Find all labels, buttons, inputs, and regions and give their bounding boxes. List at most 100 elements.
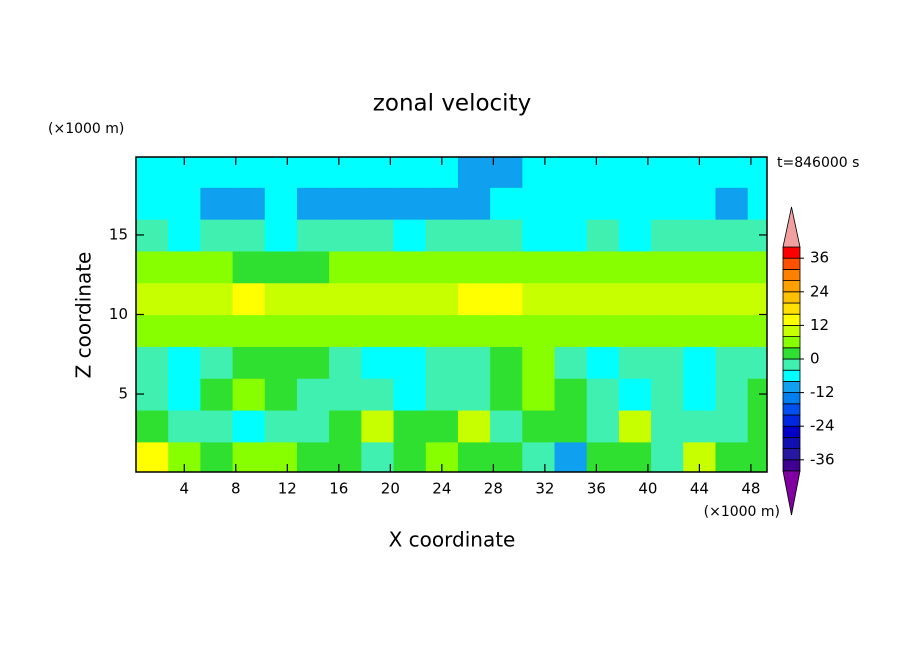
field-cell bbox=[393, 378, 427, 411]
field-cell bbox=[361, 441, 395, 472]
field-cell bbox=[361, 157, 395, 188]
field-cell bbox=[329, 346, 362, 379]
y-tick-label: 5 bbox=[118, 385, 128, 403]
field-cell bbox=[329, 441, 362, 472]
field-cell bbox=[200, 250, 234, 284]
field-cell bbox=[651, 282, 684, 316]
field-cell bbox=[200, 378, 234, 411]
field-cell bbox=[361, 219, 395, 252]
field-cell bbox=[651, 250, 684, 284]
field-cell bbox=[425, 409, 459, 443]
field-cell bbox=[232, 378, 266, 411]
field-cell bbox=[393, 250, 427, 284]
field-cell bbox=[457, 378, 491, 411]
x-unit-label: (×1000 m) bbox=[704, 504, 780, 520]
chart-title: zonal velocity bbox=[373, 91, 531, 117]
field-cell bbox=[747, 346, 767, 379]
field-cell bbox=[232, 187, 266, 220]
field-cell bbox=[554, 441, 588, 472]
field-cell bbox=[490, 250, 523, 284]
x-tick-label: 24 bbox=[432, 480, 451, 498]
field-cell bbox=[264, 346, 298, 379]
field-cell bbox=[554, 282, 588, 316]
field-cell bbox=[168, 187, 201, 220]
field-cell bbox=[490, 187, 523, 220]
field-cell bbox=[361, 409, 395, 443]
colorbar-tick-label: 12 bbox=[810, 316, 829, 334]
field-cell bbox=[651, 219, 684, 252]
field-cell bbox=[200, 157, 234, 188]
field-cell bbox=[457, 282, 491, 316]
field-cell bbox=[296, 314, 330, 347]
field-cell bbox=[586, 314, 620, 347]
field-cell bbox=[232, 346, 266, 379]
field-cell bbox=[618, 157, 652, 188]
field-cell bbox=[393, 187, 427, 220]
field-cell bbox=[457, 187, 491, 220]
colorbar-segment bbox=[782, 358, 801, 371]
field-cell bbox=[200, 314, 234, 347]
field-cell bbox=[683, 219, 717, 252]
field-cell bbox=[329, 314, 362, 347]
field-cell bbox=[715, 250, 749, 284]
field bbox=[136, 157, 767, 472]
field-cell bbox=[522, 346, 556, 379]
field-cell bbox=[232, 441, 266, 472]
field-cell bbox=[361, 250, 395, 284]
field-cell bbox=[296, 219, 330, 252]
field-cell bbox=[136, 282, 169, 316]
field-cell bbox=[329, 250, 362, 284]
field-cell bbox=[747, 441, 767, 472]
field-cell bbox=[168, 219, 201, 252]
field-cell bbox=[361, 187, 395, 220]
field-cell bbox=[683, 314, 717, 347]
field-cell bbox=[651, 157, 684, 188]
colorbar-segment bbox=[782, 336, 801, 349]
field-cell bbox=[586, 219, 620, 252]
field-cell bbox=[232, 250, 266, 284]
x-tick-label: 28 bbox=[484, 480, 503, 498]
field-cell bbox=[490, 314, 523, 347]
field-cell bbox=[586, 346, 620, 379]
x-axis-label: X coordinate bbox=[389, 528, 516, 552]
annotation: t=846000 s bbox=[777, 155, 859, 171]
field-cell bbox=[264, 219, 298, 252]
field-cell bbox=[232, 282, 266, 316]
field-cell bbox=[168, 346, 201, 379]
field-cell bbox=[490, 282, 523, 316]
field-cell bbox=[264, 409, 298, 443]
colorbar-tick-label: 36 bbox=[810, 249, 829, 267]
x-tick-label: 36 bbox=[587, 480, 606, 498]
field-cell bbox=[715, 157, 749, 188]
field-cell bbox=[683, 409, 717, 443]
y-unit-label: (×1000 m) bbox=[48, 121, 124, 137]
field-cell bbox=[586, 157, 620, 188]
field-cell bbox=[136, 409, 169, 443]
colorbar-segment bbox=[782, 280, 801, 293]
field-cell bbox=[554, 219, 588, 252]
field-cell bbox=[168, 282, 201, 316]
field-cell bbox=[715, 282, 749, 316]
field-cell bbox=[329, 187, 362, 220]
x-tick-label: 48 bbox=[741, 480, 760, 498]
field-cell bbox=[618, 441, 652, 472]
field-cell bbox=[651, 314, 684, 347]
field-cell bbox=[296, 282, 330, 316]
colorbar-segment bbox=[782, 291, 801, 304]
colorbar-segment bbox=[782, 448, 801, 461]
colorbar-tick-label: 0 bbox=[810, 350, 820, 368]
field-cell bbox=[747, 250, 767, 284]
field-cell bbox=[168, 250, 201, 284]
field-cell bbox=[457, 250, 491, 284]
colorbar-segment bbox=[782, 302, 801, 315]
field-cell bbox=[361, 314, 395, 347]
field-cell bbox=[329, 409, 362, 443]
field-cell bbox=[264, 250, 298, 284]
x-tick-label: 8 bbox=[231, 480, 241, 498]
field-cell bbox=[586, 409, 620, 443]
field-cell bbox=[136, 441, 169, 472]
field-cell bbox=[200, 219, 234, 252]
colorbar-segment bbox=[782, 403, 801, 416]
field-cell bbox=[136, 250, 169, 284]
colorbar-segment bbox=[782, 268, 801, 281]
